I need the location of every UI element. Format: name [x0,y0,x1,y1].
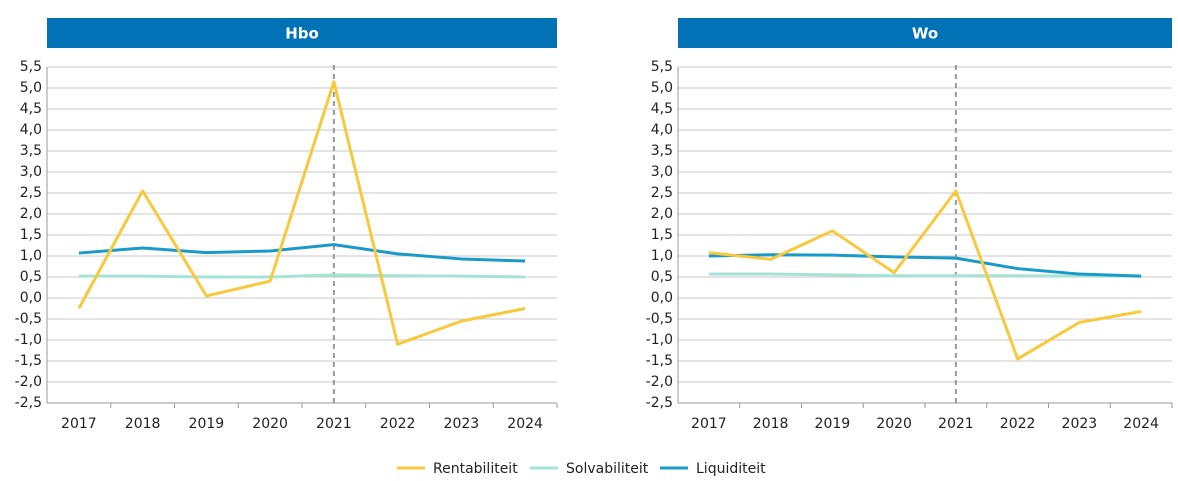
y-tick-label: 1,5 [20,227,42,243]
y-tick-label: -0,5 [15,311,42,327]
x-tick-label: 2023 [444,416,480,432]
y-tick-label: 4,5 [651,101,673,117]
legend-label: Rentabiliteit [433,461,518,477]
x-tick-label: 2017 [61,416,97,432]
y-tick-label: 0,0 [651,290,673,306]
y-tick-label: 0,5 [651,269,673,285]
legend-label: Solvabiliteit [566,461,649,477]
x-tick-label: 2020 [252,416,288,432]
y-tick-label: 3,5 [651,143,673,159]
x-tick-label: 2019 [189,416,225,432]
x-tick-label: 2021 [938,416,974,432]
y-tick-label: 0,5 [20,269,42,285]
y-tick-label: 2,5 [20,185,42,201]
y-tick-label: -2,0 [646,374,673,390]
y-tick-label: 1,0 [20,248,42,264]
x-tick-label: 2017 [691,416,727,432]
x-tick-label: 2022 [380,416,416,432]
x-tick-label: 2024 [507,416,543,432]
y-tick-label: -2,5 [15,395,42,411]
chart-header [47,18,557,48]
y-tick-label: 3,5 [20,143,42,159]
x-tick-label: 2020 [876,416,912,432]
x-tick-label: 2018 [753,416,789,432]
y-tick-label: 5,0 [20,80,42,96]
y-tick-label: -0,5 [646,311,673,327]
y-tick-label: 2,5 [651,185,673,201]
x-tick-label: 2019 [815,416,851,432]
y-tick-label: 5,0 [651,80,673,96]
y-tick-label: -1,5 [15,353,42,369]
y-tick-label: 2,0 [651,206,673,222]
x-tick-label: 2022 [1000,416,1036,432]
chart-title: Hbo [285,25,319,43]
y-tick-label: 3,0 [651,164,673,180]
y-tick-label: 1,5 [651,227,673,243]
x-tick-label: 2023 [1062,416,1098,432]
y-tick-label: 3,0 [20,164,42,180]
y-tick-label: 4,0 [20,122,42,138]
y-tick-label: 4,5 [20,101,42,117]
y-tick-label: -2,5 [646,395,673,411]
y-tick-label: 2,0 [20,206,42,222]
series-line [78,273,526,279]
series-line [708,189,1142,361]
y-tick-label: -1,0 [646,332,673,348]
y-tick-label: 5,5 [651,59,673,75]
x-tick-label: 2024 [1123,416,1159,432]
y-tick-label: 4,0 [651,122,673,138]
y-tick-label: 0,0 [20,290,42,306]
series-line [77,80,526,346]
chart-header [678,18,1172,48]
y-tick-label: 1,0 [651,248,673,264]
x-tick-label: 2018 [125,416,161,432]
y-tick-label: -1,0 [15,332,42,348]
y-tick-label: -2,0 [15,374,42,390]
series-line [78,243,526,263]
legend-label: Liquiditeit [696,461,766,477]
y-tick-label: 5,5 [20,59,42,75]
x-tick-label: 2021 [316,416,352,432]
chart-title: Wo [912,25,938,43]
series-line [708,272,1142,278]
y-tick-label: -1,5 [646,353,673,369]
